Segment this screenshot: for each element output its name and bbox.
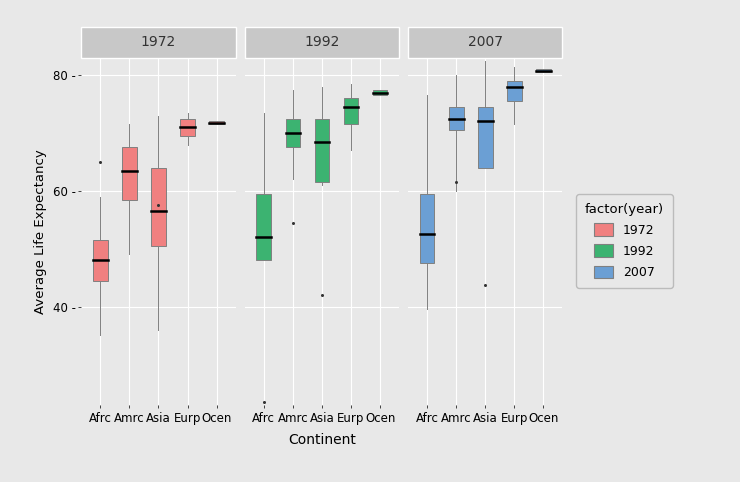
X-axis label: Continent: Continent — [288, 433, 356, 447]
Bar — [314, 119, 329, 182]
Bar — [373, 90, 387, 95]
Bar — [536, 69, 551, 72]
Bar — [209, 121, 224, 124]
Bar — [122, 147, 137, 200]
Bar — [286, 119, 300, 147]
Bar — [181, 119, 195, 136]
Text: 1972: 1972 — [141, 35, 176, 49]
Legend: 1972, 1992, 2007: 1972, 1992, 2007 — [576, 194, 673, 288]
Bar — [507, 81, 522, 101]
Bar — [343, 98, 358, 124]
Bar — [151, 168, 166, 246]
Bar — [93, 240, 107, 281]
Bar — [257, 194, 271, 260]
Bar — [420, 194, 434, 263]
Text: 1992: 1992 — [304, 35, 340, 49]
Bar — [449, 107, 463, 130]
Y-axis label: Average Life Expectancy: Average Life Expectancy — [34, 149, 47, 314]
Bar — [478, 107, 493, 168]
Text: 2007: 2007 — [468, 35, 502, 49]
